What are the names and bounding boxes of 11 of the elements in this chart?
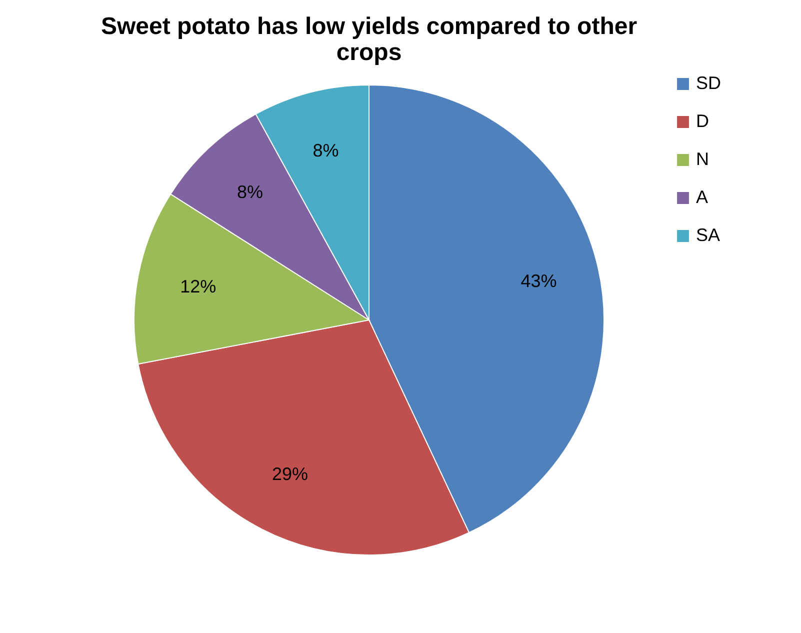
legend-label: A <box>696 187 708 207</box>
chart-title: Sweet potato has low yields compared to other crops <box>100 13 638 66</box>
data-label: 8% <box>312 140 339 161</box>
legend-label: SA <box>696 225 720 245</box>
data-label: 43% <box>520 271 557 292</box>
data-label: 29% <box>272 464 308 484</box>
legend-label: N <box>696 149 709 169</box>
legend-label: D <box>696 111 709 131</box>
data-label: 8% <box>236 182 263 202</box>
legend-label: SD <box>696 73 722 93</box>
data-label: 12% <box>180 276 216 296</box>
